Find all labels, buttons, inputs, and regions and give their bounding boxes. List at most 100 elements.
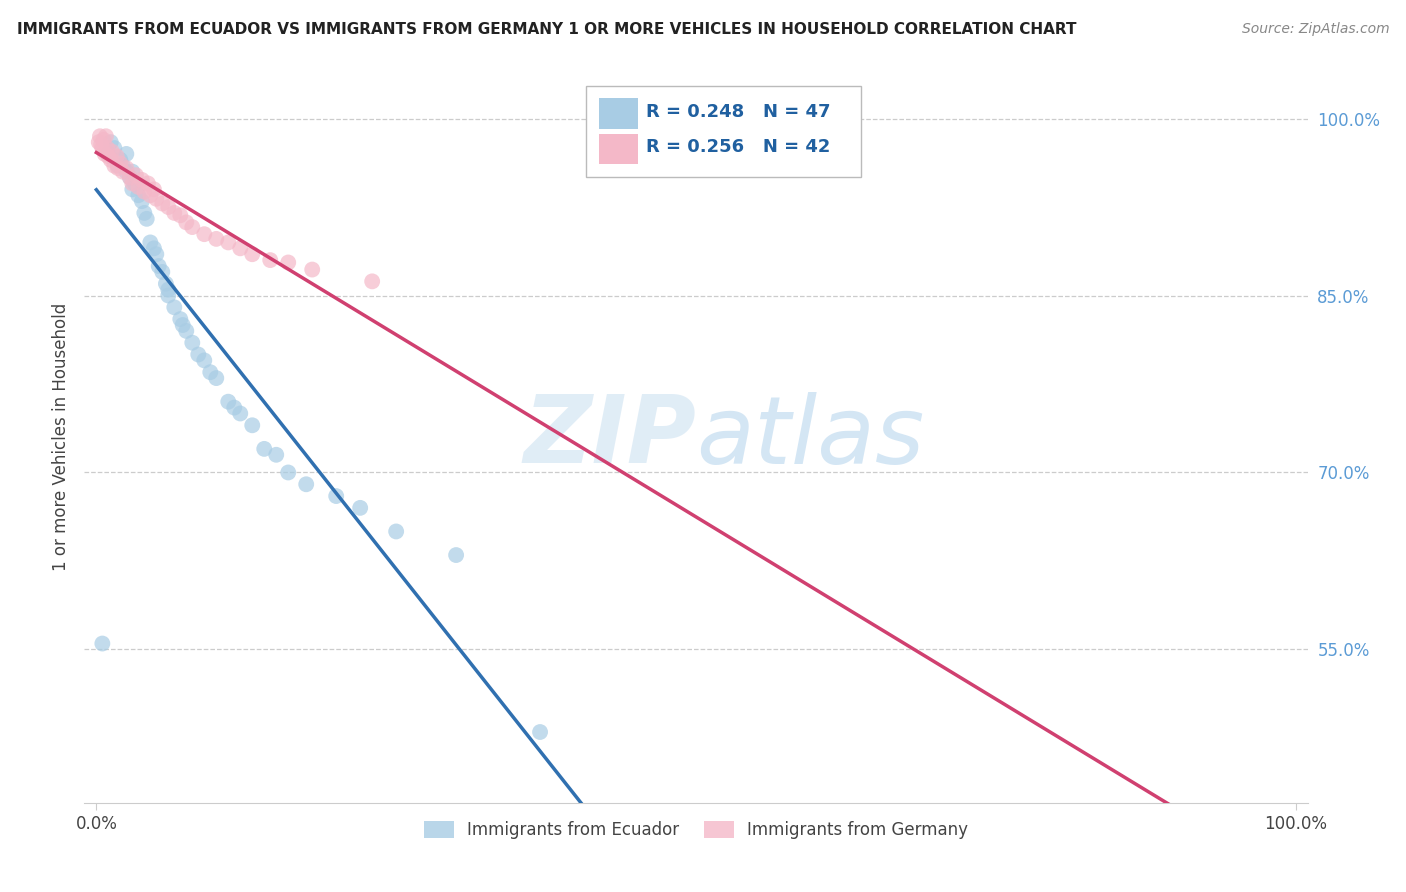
Point <box>229 407 252 421</box>
Point <box>115 147 138 161</box>
Point <box>107 161 129 175</box>
Point <box>121 177 143 191</box>
Point <box>224 401 246 415</box>
Point <box>529 725 551 739</box>
Point <box>385 524 408 539</box>
Point <box>301 262 323 277</box>
Point <box>134 206 156 220</box>
FancyBboxPatch shape <box>586 86 860 178</box>
Point <box>118 170 141 185</box>
Point <box>240 418 263 433</box>
Point <box>229 241 252 255</box>
Point <box>111 164 134 178</box>
Point <box>163 206 186 220</box>
Point <box>135 211 157 226</box>
Text: R = 0.248   N = 47: R = 0.248 N = 47 <box>645 103 831 120</box>
Point <box>91 636 114 650</box>
Point <box>127 188 149 202</box>
Point <box>89 129 111 144</box>
Point <box>163 301 186 315</box>
Point <box>110 153 132 167</box>
Point <box>157 200 180 214</box>
Point <box>444 548 467 562</box>
Point <box>157 288 180 302</box>
Point <box>148 259 170 273</box>
Text: IMMIGRANTS FROM ECUADOR VS IMMIGRANTS FROM GERMANY 1 OR MORE VEHICLES IN HOUSEHO: IMMIGRANTS FROM ECUADOR VS IMMIGRANTS FR… <box>17 22 1077 37</box>
Point <box>259 253 281 268</box>
Point <box>240 247 263 261</box>
Point <box>87 135 110 149</box>
Point <box>277 255 299 269</box>
Point <box>136 177 159 191</box>
Point <box>96 141 118 155</box>
Point <box>295 477 318 491</box>
Point <box>111 159 134 173</box>
Point <box>103 159 125 173</box>
Point <box>110 156 132 170</box>
FancyBboxPatch shape <box>599 134 638 164</box>
Text: R = 0.256   N = 42: R = 0.256 N = 42 <box>645 137 830 156</box>
Point <box>174 324 197 338</box>
Text: ZIP: ZIP <box>523 391 696 483</box>
Point <box>100 135 122 149</box>
Point <box>131 194 153 208</box>
Point <box>181 335 204 350</box>
Text: Source: ZipAtlas.com: Source: ZipAtlas.com <box>1241 22 1389 37</box>
Point <box>150 196 173 211</box>
Point <box>157 283 180 297</box>
Point <box>145 247 167 261</box>
Point <box>93 133 115 147</box>
Point <box>155 277 177 291</box>
Point <box>349 500 371 515</box>
Point <box>90 137 112 152</box>
Point <box>187 347 209 361</box>
Point <box>181 220 204 235</box>
Point <box>169 312 191 326</box>
Point <box>200 365 222 379</box>
Point <box>150 265 173 279</box>
Legend: Immigrants from Ecuador, Immigrants from Germany: Immigrants from Ecuador, Immigrants from… <box>418 814 974 846</box>
Point <box>107 159 129 173</box>
Point <box>277 466 299 480</box>
Point <box>325 489 347 503</box>
Point <box>125 168 148 182</box>
Point <box>131 173 153 187</box>
Y-axis label: 1 or more Vehicles in Household: 1 or more Vehicles in Household <box>52 303 70 571</box>
Point <box>93 147 117 161</box>
Point <box>172 318 194 332</box>
Point <box>97 147 120 161</box>
Point <box>361 274 384 288</box>
Point <box>174 215 197 229</box>
FancyBboxPatch shape <box>599 98 638 129</box>
Point <box>101 145 124 159</box>
Point <box>97 149 120 163</box>
Point <box>253 442 276 456</box>
Point <box>105 149 128 163</box>
Point <box>139 188 162 202</box>
Point <box>127 180 149 194</box>
Point <box>142 241 165 255</box>
Point <box>205 232 228 246</box>
Point <box>121 182 143 196</box>
Point <box>264 448 287 462</box>
Point <box>217 394 239 409</box>
Point <box>103 141 125 155</box>
Point <box>145 192 167 206</box>
Point <box>118 170 141 185</box>
Point <box>169 208 191 222</box>
Text: atlas: atlas <box>696 392 924 483</box>
Point <box>121 164 143 178</box>
Point <box>193 353 215 368</box>
Point <box>94 129 117 144</box>
Point <box>193 227 215 242</box>
Point <box>142 182 165 196</box>
Point <box>134 185 156 199</box>
Point <box>91 141 114 155</box>
Point <box>124 177 146 191</box>
Point <box>217 235 239 250</box>
Point <box>100 153 122 167</box>
Point <box>205 371 228 385</box>
Point <box>115 161 138 175</box>
Point <box>115 164 138 178</box>
Point <box>139 235 162 250</box>
